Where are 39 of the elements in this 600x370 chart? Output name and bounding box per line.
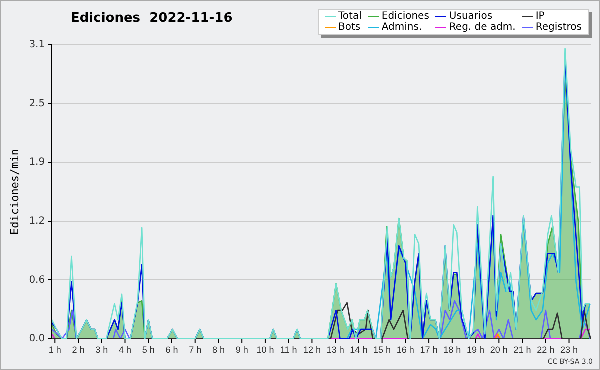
chart-title: Ediciones 2022-11-16 — [71, 11, 233, 26]
legend-label: Usuarios — [449, 11, 493, 22]
x-tick-label: 22 h — [537, 344, 555, 355]
x-tick-label: 8 h — [212, 344, 225, 355]
x-tick-label: 9 h — [236, 344, 248, 355]
x-tick-label: 15 h — [374, 344, 392, 355]
y-tick-label: 2.5 — [29, 98, 46, 110]
y-tick-label: 0.0 — [29, 334, 46, 345]
x-tick-label: 23 h — [560, 344, 578, 355]
y-axis-title: Ediciones/min — [8, 148, 22, 236]
y-tick-label: 1.2 — [29, 216, 46, 227]
legend-label: Admins. — [382, 22, 422, 33]
x-tick-label: 10 h — [256, 344, 274, 355]
x-tick-label: 3 h — [96, 344, 108, 355]
y-tick-label: 1.9 — [29, 157, 46, 168]
legend-label: Total — [338, 11, 362, 22]
x-tick-label: 6 h — [166, 344, 178, 355]
legend-label: Bots — [338, 22, 361, 33]
x-tick-label: 14 h — [350, 344, 368, 355]
x-tick-label: 2 h — [72, 344, 85, 355]
x-tick-label: 16 h — [396, 344, 414, 355]
legend-label: Reg. de adm. — [449, 22, 516, 33]
legend-label: Ediciones — [382, 11, 430, 22]
x-tick-label: 13 h — [326, 344, 344, 355]
x-tick-label: 17 h — [420, 344, 438, 355]
legend-label: Registros — [536, 22, 582, 33]
x-tick-label: 5 h — [142, 344, 155, 355]
x-tick-label: 12 h — [303, 344, 321, 355]
x-tick-label: 1 h — [48, 344, 62, 355]
x-tick-label: 7 h — [189, 344, 202, 355]
x-tick-label: 19 h — [467, 344, 485, 355]
x-tick-label: 4 h — [118, 344, 132, 355]
x-tick-label: 18 h — [444, 344, 462, 355]
x-tick-label: 21 h — [514, 344, 532, 355]
x-tick-label: 20 h — [490, 344, 508, 355]
legend-label: IP — [536, 11, 545, 22]
y-tick-label: 3.1 — [29, 40, 46, 51]
y-tick-label: 0.6 — [29, 274, 46, 286]
x-tick-label: 11 h — [280, 344, 298, 355]
